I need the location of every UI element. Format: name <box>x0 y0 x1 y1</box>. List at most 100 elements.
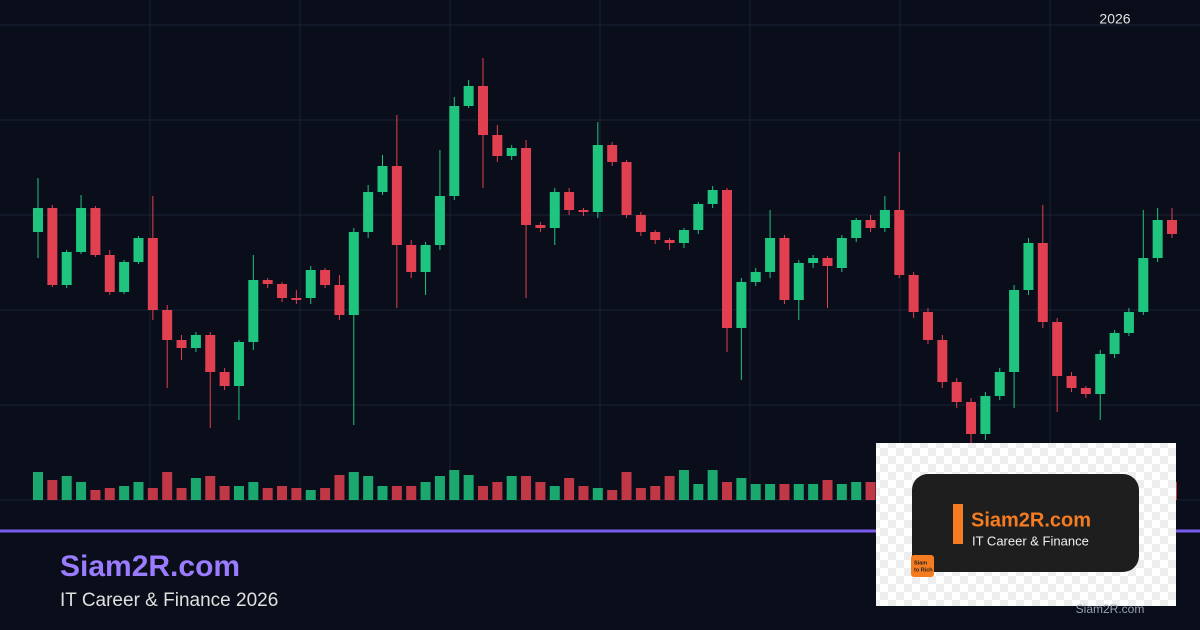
volume-bar <box>363 476 374 500</box>
candle-body <box>434 196 445 245</box>
candle-body <box>1109 333 1120 354</box>
volume-bar <box>635 488 646 500</box>
candle-body <box>1037 243 1048 322</box>
volume-bar <box>190 478 201 500</box>
volume-bar <box>506 476 517 500</box>
candle-body <box>190 335 201 348</box>
candle-body <box>894 210 905 275</box>
candle-body <box>90 208 101 255</box>
volume-bar <box>722 482 733 500</box>
volume-bar <box>420 482 431 500</box>
candle-body <box>980 396 991 434</box>
logo-subtitle: IT Career & Finance <box>972 533 1089 548</box>
footer-title: Siam2R.com <box>60 550 240 583</box>
candle-body <box>851 220 862 238</box>
volume-bar <box>248 482 259 500</box>
candle-body <box>492 135 503 156</box>
volume-bar <box>162 472 173 500</box>
candle-body <box>104 255 115 292</box>
volume-bar <box>147 488 158 500</box>
volume-bar <box>61 476 72 500</box>
volume-bar <box>664 476 675 500</box>
volume-bar <box>808 484 819 500</box>
candle-body <box>650 232 661 240</box>
volume-bar <box>477 486 488 500</box>
volume-bar <box>535 482 546 500</box>
candle-body <box>162 310 173 340</box>
candle-body <box>578 210 589 212</box>
volume-bar <box>176 488 187 500</box>
candle-body <box>664 240 675 243</box>
candle-body <box>822 258 833 266</box>
candle-body <box>205 335 216 372</box>
candle-body <box>765 238 776 272</box>
volume-bar <box>262 488 273 500</box>
volume-bar <box>104 488 115 500</box>
volume-bar <box>492 482 503 500</box>
candle-body <box>1167 220 1177 234</box>
candle-body <box>363 192 374 232</box>
volume-bar <box>592 488 603 500</box>
candle-body <box>908 275 919 312</box>
volume-bar <box>133 482 144 500</box>
volume-bar <box>406 486 417 500</box>
candle-body <box>521 148 532 225</box>
candle-body <box>836 238 847 268</box>
volume-bar <box>578 486 589 500</box>
volume-bar <box>650 486 661 500</box>
logo-card <box>912 474 1139 572</box>
volume-bar <box>836 484 847 500</box>
year-label: 2026 <box>1099 11 1130 27</box>
volume-bar <box>348 472 359 500</box>
candle-body <box>1095 354 1106 394</box>
volume-bar <box>119 486 130 500</box>
volume-bar <box>76 482 87 500</box>
candle-body <box>1009 290 1020 372</box>
volume-bar <box>549 486 560 500</box>
candle-body <box>966 402 977 434</box>
candle-body <box>391 166 402 245</box>
volume-bar <box>851 482 862 500</box>
candle-body <box>119 262 130 292</box>
candle-body <box>736 282 747 328</box>
volume-bar <box>205 476 216 500</box>
candle-body <box>420 245 431 272</box>
candle-body <box>61 252 72 285</box>
volume-bar <box>865 482 876 500</box>
volume-bar <box>521 476 532 500</box>
volume-bar <box>305 490 316 500</box>
candle-body <box>937 340 948 382</box>
volume-bar <box>621 472 632 500</box>
volume-bar <box>463 475 474 500</box>
volume-bar <box>564 478 575 500</box>
candle-body <box>678 230 689 243</box>
volume-bar <box>277 486 288 500</box>
candle-body <box>635 215 646 232</box>
candle-body <box>879 210 890 228</box>
candle-body <box>592 145 603 212</box>
footer-subtitle: IT Career & Finance 2026 <box>60 590 278 611</box>
volume-bar <box>434 476 445 500</box>
candle-body <box>1080 388 1091 394</box>
candle-body <box>463 86 474 106</box>
volume-bar <box>320 488 331 500</box>
candle-body <box>535 225 546 228</box>
candle-body <box>406 245 417 272</box>
candle-body <box>334 285 345 315</box>
watermark: Siam2R.com <box>1076 602 1145 616</box>
volume-bar <box>750 484 761 500</box>
candle-body <box>1066 376 1077 388</box>
candle-body <box>291 298 302 300</box>
candle-body <box>477 86 488 135</box>
volume-bar <box>377 486 388 500</box>
volume-bar <box>291 488 302 500</box>
candle-body <box>277 284 288 298</box>
volume-bar <box>793 484 804 500</box>
grid <box>0 0 1200 501</box>
volume-bar <box>707 470 718 500</box>
candle-body <box>564 192 575 210</box>
candle-body <box>808 258 819 263</box>
candle-body <box>47 208 58 285</box>
logo-badge-text: Siam <box>914 560 927 566</box>
